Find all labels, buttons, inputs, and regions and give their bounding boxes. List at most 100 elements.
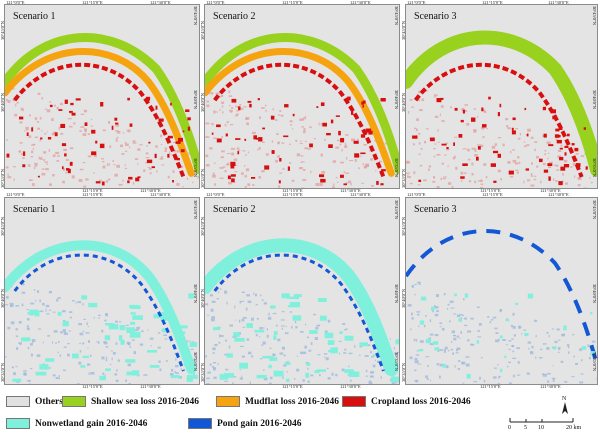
cropland-loss-patch xyxy=(62,143,66,146)
cropland-loss-patch xyxy=(172,180,174,182)
land-texture-mark xyxy=(385,143,387,145)
land-texture-mark xyxy=(54,105,56,107)
land-texture-mark xyxy=(173,142,176,143)
nonwetland-gain-patch xyxy=(171,375,180,378)
nonwetland-gain-patch xyxy=(273,335,276,340)
panel-title: Scenario 3 xyxy=(414,204,457,215)
lon-tick: 121°30'0"E xyxy=(140,384,161,389)
cropland-loss-patch xyxy=(574,148,578,151)
land-texture-mark xyxy=(446,365,449,368)
cropland-loss-patch xyxy=(95,141,97,144)
land-texture-mark xyxy=(512,358,516,359)
land-texture-mark xyxy=(68,118,72,119)
land-texture-mark xyxy=(460,338,461,339)
legend-item-mudflat-loss: Mudflat loss 2016-2046 xyxy=(216,396,339,407)
land-texture-mark xyxy=(212,348,216,351)
land-texture-mark xyxy=(310,171,311,174)
land-texture-mark xyxy=(454,156,456,159)
land-texture-mark xyxy=(267,328,268,331)
land-texture-mark xyxy=(575,363,578,365)
land-texture-mark xyxy=(125,142,127,144)
cropland-loss-patch xyxy=(156,106,158,110)
lat-tick: 30°45'0"N xyxy=(200,21,205,40)
land-texture-mark xyxy=(49,101,51,102)
land-texture-mark xyxy=(212,175,216,178)
nonwetland-gain-patch xyxy=(187,376,193,382)
land-texture-mark xyxy=(434,96,437,97)
land-texture-mark xyxy=(512,351,514,353)
land-texture-mark xyxy=(43,159,45,161)
land-texture-mark xyxy=(424,141,426,143)
cropland-loss-patch xyxy=(212,133,214,135)
lat-tick: 30°45'0"N xyxy=(401,21,406,40)
land-texture-mark xyxy=(561,361,564,363)
cropland-loss-patch xyxy=(498,154,501,158)
land-texture-mark xyxy=(88,133,90,135)
land-texture-mark xyxy=(450,106,452,108)
cropland-loss-patch xyxy=(181,149,185,152)
land-texture-mark xyxy=(165,338,168,339)
nonwetland-gain-patch xyxy=(590,312,592,314)
lat-tick: 30°40'0"N xyxy=(394,90,399,109)
cropland-loss-patch xyxy=(321,102,325,106)
land-texture-mark xyxy=(555,341,558,343)
lat-tick: 30°40'0"N xyxy=(401,289,406,308)
land-texture-mark xyxy=(114,373,117,375)
cropland-loss-patch xyxy=(351,111,353,115)
panel-title: Scenario 1 xyxy=(13,204,56,215)
land-texture-mark xyxy=(297,153,300,156)
land-texture-mark xyxy=(487,316,489,318)
land-texture-mark xyxy=(307,368,308,370)
land-texture-mark xyxy=(205,155,208,158)
lon-tick: 121°30'0"E xyxy=(350,192,371,197)
land-texture-mark xyxy=(28,164,31,167)
land-texture-mark xyxy=(410,99,413,101)
land-texture-mark xyxy=(515,128,518,129)
land-texture-mark xyxy=(125,164,127,165)
land-texture-mark xyxy=(116,138,118,139)
map-panel-loss-scenario-2: Scenario 2 xyxy=(204,4,400,189)
nonwetland-gain-patch xyxy=(158,296,162,300)
land-texture-mark xyxy=(328,320,331,323)
land-texture-mark xyxy=(498,376,500,379)
land-texture-mark xyxy=(235,106,236,108)
land-texture-mark xyxy=(434,143,436,144)
cropland-loss-patch xyxy=(471,118,475,122)
land-texture-mark xyxy=(129,146,130,148)
land-texture-mark xyxy=(562,173,564,176)
land-texture-mark xyxy=(15,305,19,307)
land-texture-mark xyxy=(425,315,427,316)
lat-tick: 30°40'0"N xyxy=(200,93,205,112)
land-texture-mark xyxy=(218,363,219,365)
land-texture-mark xyxy=(73,123,75,125)
land-texture-mark xyxy=(413,143,415,145)
land-texture-mark xyxy=(568,351,570,353)
nonwetland-gain-patch xyxy=(370,312,376,314)
land-texture-mark xyxy=(471,163,473,166)
lat-tick: 30°45'0"N xyxy=(592,6,597,25)
land-texture-mark xyxy=(27,318,30,321)
land-texture-mark xyxy=(413,171,415,174)
land-texture-mark xyxy=(335,147,339,149)
land-texture-mark xyxy=(582,381,583,383)
land-texture-mark xyxy=(260,327,263,330)
land-texture-mark xyxy=(414,380,416,381)
land-texture-mark xyxy=(213,173,215,176)
land-texture-mark xyxy=(259,336,260,338)
land-texture-mark xyxy=(214,112,218,113)
cropland-loss-patch xyxy=(146,97,150,101)
land-texture-mark xyxy=(79,343,81,344)
land-texture-mark xyxy=(67,354,70,357)
land-texture-mark xyxy=(417,350,419,351)
cropland-loss-patch xyxy=(586,166,588,169)
land-texture-mark xyxy=(375,170,376,171)
cropland-loss-patch xyxy=(526,168,529,170)
lat-tick: 30°45'0"N xyxy=(0,21,5,40)
land-texture-mark xyxy=(27,328,30,331)
land-texture-mark xyxy=(118,359,120,361)
land-texture-mark xyxy=(60,354,61,357)
land-texture-mark xyxy=(419,142,421,145)
land-texture-mark xyxy=(53,155,56,158)
land-texture-mark xyxy=(225,170,227,172)
cropland-loss-patch xyxy=(128,177,132,180)
